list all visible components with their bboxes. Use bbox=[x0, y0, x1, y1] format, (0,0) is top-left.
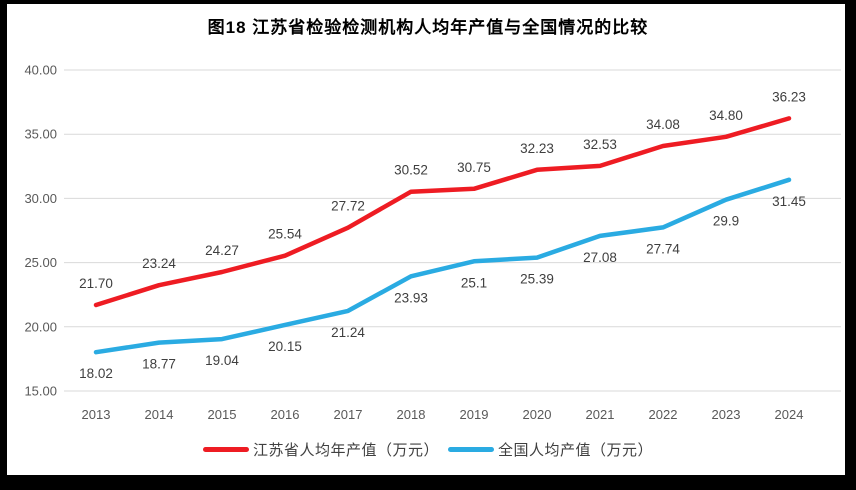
data-label: 27.72 bbox=[331, 199, 365, 214]
chart-title: 图18 江苏省检验检测机构人均年产值与全国情况的比较 bbox=[207, 18, 649, 37]
data-label: 24.27 bbox=[205, 243, 239, 258]
x-tick-label: 2017 bbox=[334, 407, 363, 422]
chart-legend: 江苏省人均年产值（万元） 全国人均产值（万元） bbox=[0, 437, 856, 461]
data-label: 27.74 bbox=[646, 241, 680, 256]
data-label: 34.80 bbox=[709, 108, 743, 123]
data-label: 21.70 bbox=[79, 276, 113, 291]
data-label: 21.24 bbox=[331, 325, 365, 340]
data-label: 32.53 bbox=[583, 137, 617, 152]
legend-item-national: 全国人均产值（万元） bbox=[448, 439, 653, 460]
data-label: 23.93 bbox=[394, 290, 428, 305]
data-label: 18.77 bbox=[142, 357, 176, 372]
data-label: 30.75 bbox=[457, 160, 491, 175]
data-label: 34.08 bbox=[646, 117, 680, 132]
x-tick-label: 2019 bbox=[460, 407, 489, 422]
y-tick-label: 35.00 bbox=[24, 127, 57, 142]
data-label: 32.23 bbox=[520, 141, 554, 156]
x-tick-label: 2024 bbox=[775, 407, 804, 422]
data-label: 18.02 bbox=[79, 366, 113, 381]
x-tick-label: 2015 bbox=[208, 407, 237, 422]
data-label: 29.9 bbox=[713, 214, 739, 229]
data-label: 19.04 bbox=[205, 353, 239, 368]
legend-swatch-jiangsu-icon bbox=[202, 446, 249, 452]
x-tick-label: 2018 bbox=[397, 407, 426, 422]
series-line-0 bbox=[93, 116, 792, 308]
x-tick-label: 2021 bbox=[586, 407, 615, 422]
data-label: 23.24 bbox=[142, 256, 176, 271]
data-label: 25.54 bbox=[268, 227, 302, 242]
x-tick-label: 2014 bbox=[145, 407, 174, 422]
chart-panel bbox=[7, 4, 845, 475]
data-label: 36.23 bbox=[772, 89, 806, 104]
y-tick-label: 20.00 bbox=[24, 319, 57, 334]
series-line-1 bbox=[93, 177, 792, 355]
data-label: 25.39 bbox=[520, 272, 554, 287]
x-tick-label: 2022 bbox=[649, 407, 678, 422]
data-label: 31.45 bbox=[772, 194, 806, 209]
x-tick-label: 2020 bbox=[523, 407, 552, 422]
legend-item-jiangsu: 江苏省人均年产值（万元） bbox=[202, 439, 439, 460]
y-tick-label: 25.00 bbox=[24, 255, 57, 270]
y-tick-label: 40.00 bbox=[24, 63, 57, 78]
x-tick-label: 2016 bbox=[271, 407, 300, 422]
x-tick-label: 2013 bbox=[82, 407, 111, 422]
y-tick-label: 30.00 bbox=[24, 191, 57, 206]
data-label: 20.15 bbox=[268, 339, 302, 354]
legend-label-national: 全国人均产值（万元） bbox=[498, 441, 654, 459]
data-label: 30.52 bbox=[394, 163, 428, 178]
legend-swatch-national-icon bbox=[448, 446, 494, 452]
legend-label-jiangsu: 江苏省人均年产值（万元） bbox=[252, 441, 439, 459]
data-label: 25.1 bbox=[461, 275, 487, 290]
y-tick-label: 15.00 bbox=[24, 384, 57, 399]
x-tick-label: 2023 bbox=[712, 407, 741, 422]
data-label: 27.08 bbox=[583, 250, 617, 265]
